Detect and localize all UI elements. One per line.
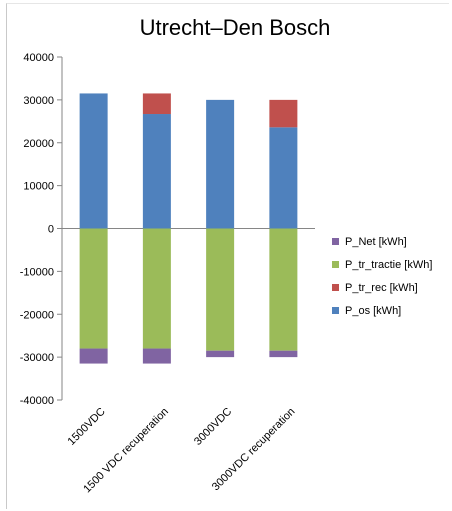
bar-p-os-1500-vdc-recuperation — [142, 114, 171, 229]
bar-p-os-3000vdc — [206, 99, 235, 229]
bar-p-tr-rec-3000vdc-recuperation — [269, 99, 298, 128]
x-category-label: 3000VDC — [192, 406, 234, 448]
legend-label: P_Net [kWh] — [345, 236, 407, 248]
y-tick-label: -10000 — [20, 266, 54, 278]
y-tick-label: -20000 — [20, 309, 54, 321]
bar-p-net-3000vdc-recuperation — [269, 350, 298, 358]
bar-p-tr-tractie-1500vdc — [79, 228, 108, 349]
chart-frame — [6, 3, 449, 509]
y-tick-label: 10000 — [23, 181, 54, 193]
legend-label: P_os [kWh] — [345, 305, 401, 317]
y-tick-label: 20000 — [23, 138, 54, 150]
legend-label: P_tr_rec [kWh] — [345, 282, 418, 294]
bar-p-os-3000vdc-recuperation — [269, 127, 298, 229]
legend-label: P_tr_tractie [kWh] — [345, 259, 432, 271]
bar-p-tr-tractie-3000vdc-recuperation — [269, 228, 298, 351]
bar-p-net-3000vdc — [206, 350, 235, 358]
legend: P_Net [kWh] P_tr_tractie [kWh] P_tr_rec [k… — [332, 236, 432, 317]
legend-swatch — [332, 238, 339, 245]
y-tick-label: 40000 — [23, 52, 54, 64]
x-category-label: 1500VDC — [66, 406, 108, 448]
y-tick-label: -40000 — [20, 395, 54, 407]
bar-p-os-1500vdc — [79, 93, 108, 229]
bar-p-net-1500-vdc-recuperation — [142, 348, 171, 364]
y-tick-label: -30000 — [20, 352, 54, 364]
y-tick-label: 30000 — [23, 95, 54, 107]
legend-swatch — [332, 261, 339, 268]
bars — [79, 93, 298, 364]
y-tick-label: 0 — [48, 224, 54, 236]
legend-swatch — [332, 284, 339, 291]
bar-p-tr-tractie-1500-vdc-recuperation — [142, 228, 171, 349]
bar-p-net-1500vdc — [79, 348, 108, 364]
bar-p-tr-tractie-3000vdc — [206, 228, 235, 351]
legend-swatch — [332, 307, 339, 314]
chart-title: Utrecht–Den Bosch — [140, 15, 331, 40]
bar-p-tr-rec-1500-vdc-recuperation — [142, 93, 171, 115]
